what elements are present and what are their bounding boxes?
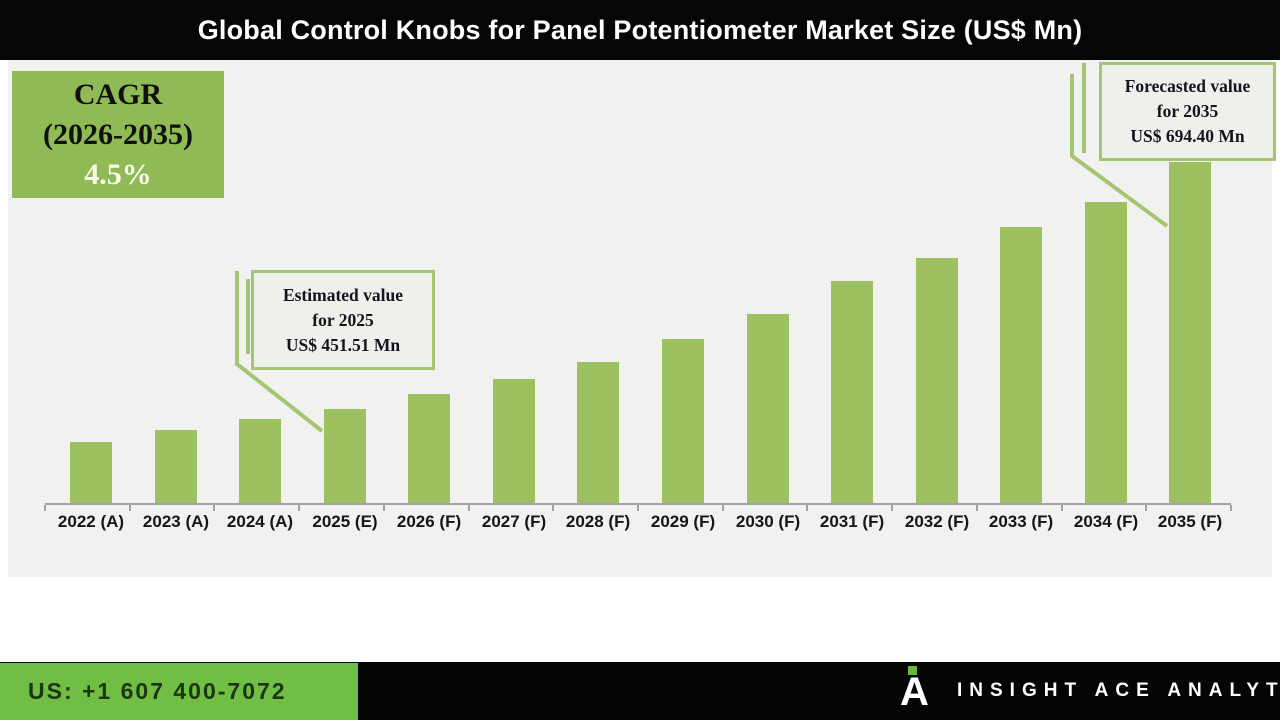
x-label-2023-a: 2023 (A)	[142, 512, 210, 531]
x-axis-tick	[213, 505, 215, 511]
cagr-box: CAGR (2026-2035) 4.5%	[12, 71, 224, 198]
bar-2033-f	[1000, 227, 1042, 503]
x-axis-tick	[44, 505, 46, 511]
estimated-callout-line2: for 2025	[312, 309, 374, 330]
cagr-value: 4.5%	[84, 157, 152, 191]
x-axis-tick	[976, 505, 978, 511]
bar-2024-a	[239, 419, 281, 503]
cagr-period: (2026-2035)	[43, 117, 193, 151]
bar-2032-f	[916, 258, 958, 503]
bar-2028-f	[577, 362, 619, 503]
brand-name: INSIGHT ACE ANALYTIC	[957, 680, 1280, 701]
insight-ace-logo-icon: A	[900, 664, 940, 718]
footer-bar: US: +1 607 400-7072 A INSIGHT ACE ANALYT…	[0, 662, 1280, 720]
x-label-2022-a: 2022 (A)	[57, 512, 125, 531]
x-axis-tick	[637, 505, 639, 511]
x-label-2027-f: 2027 (F)	[481, 512, 547, 531]
forecasted-value-callout: Forecasted value for 2035 US$ 694.40 Mn	[1099, 62, 1276, 161]
x-label-2029-f: 2029 (F)	[650, 512, 716, 531]
x-axis-tick	[806, 505, 808, 511]
x-label-2028-f: 2028 (F)	[565, 512, 631, 531]
x-label-2032-f: 2032 (F)	[904, 512, 970, 531]
title-bar: Global Control Knobs for Panel Potentiom…	[0, 0, 1280, 60]
x-axis-tick	[1061, 505, 1063, 511]
logo-green-dot	[908, 666, 917, 675]
bar-2031-f	[831, 281, 873, 503]
bar-2027-f	[493, 379, 535, 503]
x-axis-tick	[722, 505, 724, 511]
bar-2025-e	[324, 409, 366, 503]
bar-2029-f	[662, 339, 704, 503]
bar-2022-a	[70, 442, 112, 503]
bar-2035-f	[1169, 162, 1211, 503]
x-axis-tick	[129, 505, 131, 511]
x-label-2031-f: 2031 (F)	[819, 512, 885, 531]
cagr-title: CAGR	[73, 77, 163, 111]
x-axis-tick	[298, 505, 300, 511]
page-title: Global Control Knobs for Panel Potentiom…	[197, 14, 1083, 45]
contributors-band: Market Contributors: ALPSALPINE BOURNS P…	[0, 577, 1280, 662]
logo-letter-a: A	[900, 670, 929, 714]
x-label-2033-f: 2033 (F)	[988, 512, 1054, 531]
phone-box: US: +1 607 400-7072	[0, 663, 358, 720]
bar-2026-f	[408, 394, 450, 503]
x-axis-tick	[552, 505, 554, 511]
x-axis-tick	[468, 505, 470, 511]
bar-2023-a	[155, 430, 197, 503]
x-axis-tick	[383, 505, 385, 511]
estimated-callout-line1: Estimated value	[282, 284, 404, 305]
forecasted-callout-line2: for 2035	[1156, 101, 1219, 121]
bar-2030-f	[747, 314, 789, 503]
x-label-2034-f: 2034 (F)	[1073, 512, 1139, 531]
estimated-value-callout: Estimated value for 2025 US$ 451.51 Mn	[251, 270, 435, 370]
x-label-2024-a: 2024 (A)	[226, 512, 294, 531]
x-axis-tick	[1230, 505, 1232, 511]
x-label-2035-f: 2035 (F)	[1157, 512, 1223, 531]
x-axis-tick	[891, 505, 893, 511]
x-label-2025-e: 2025 (E)	[312, 512, 378, 531]
x-axis-tick	[1145, 505, 1147, 511]
x-label-2030-f: 2030 (F)	[735, 512, 801, 531]
phone-number: US: +1 607 400-7072	[28, 678, 287, 704]
forecasted-callout-line1: Forecasted value	[1124, 76, 1251, 96]
estimated-callout-value: US$ 451.51 Mn	[285, 334, 401, 355]
x-axis-line	[45, 503, 1231, 505]
x-label-2026-f: 2026 (F)	[396, 512, 462, 531]
forecasted-callout-value: US$ 694.40 Mn	[1130, 126, 1245, 146]
bar-2034-f	[1085, 202, 1127, 503]
